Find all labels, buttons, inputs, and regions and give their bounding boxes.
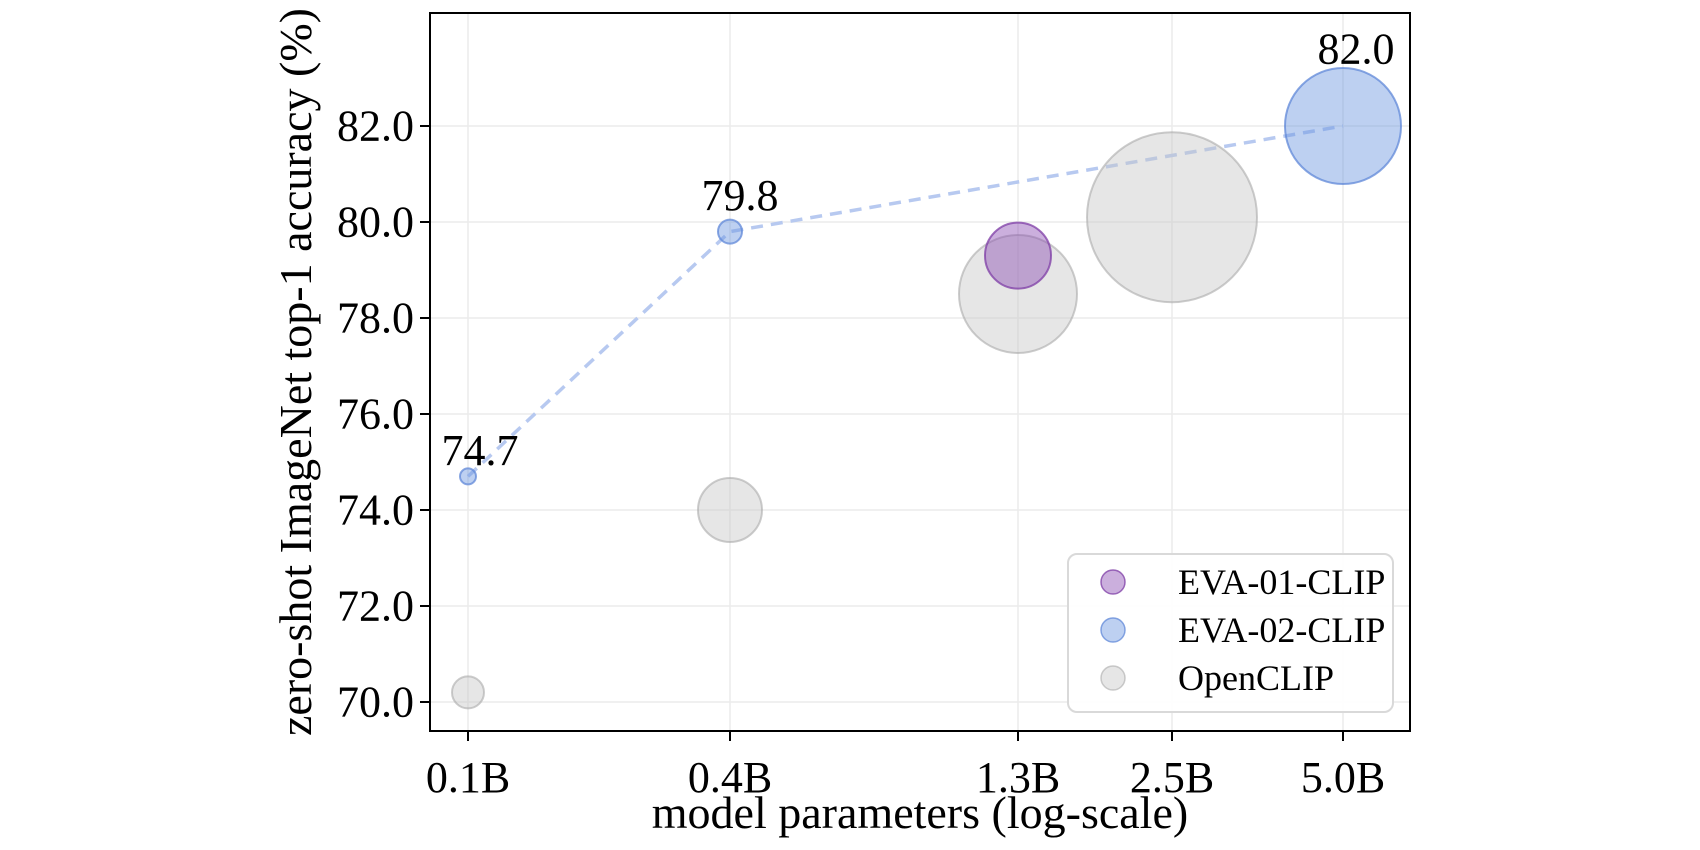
y-tick-label: 74.0 — [337, 486, 414, 535]
eva-01-clip-legend-marker — [1100, 569, 1126, 595]
x-axis-title: model parameters (log-scale) — [651, 787, 1189, 838]
y-tick-label: 72.0 — [337, 582, 414, 631]
openclip-bubble — [1086, 131, 1258, 304]
legend-entry: EVA-01-CLIP — [1100, 562, 1385, 602]
eva-02-clip-bubble — [1284, 67, 1402, 185]
x-tick-label: 5.0B — [1301, 753, 1385, 802]
y-tick-label: 80.0 — [337, 198, 414, 247]
openclip-bubble — [451, 675, 485, 710]
eva-02-clip-bubble — [717, 218, 743, 245]
y-axis-title: zero-shot ImageNet top-1 accuracy (%) — [270, 8, 321, 736]
y-tick-label: 82.0 — [337, 102, 414, 151]
openclip-legend-marker — [1100, 665, 1126, 691]
x-tick-label: 1.3B — [976, 753, 1060, 802]
x-tick-label: 0.4B — [688, 753, 772, 802]
y-tick-label: 78.0 — [337, 294, 414, 343]
point-value-label: 82.0 — [1318, 25, 1395, 74]
point-value-label: 79.8 — [702, 171, 779, 220]
x-tick-label: 0.1B — [426, 753, 510, 802]
point-value-label: 74.7 — [442, 426, 519, 475]
eva-02-clip-legend-marker — [1100, 617, 1126, 643]
data-labels-group: 74.7 79.8 82.0 — [442, 25, 1395, 475]
openclip-bubble — [697, 477, 763, 543]
y-tick-label: 70.0 — [337, 678, 414, 727]
eva-01-clip-bubble — [984, 221, 1052, 290]
axes-group: 0.1B 0.4B 1.3B 2.5B 5.0B 70.0 72.0 74.0 76.0 78.0… — [337, 12, 1411, 802]
openclip-bubble — [958, 234, 1078, 354]
bubbles-group — [451, 67, 1402, 710]
eva-02-clip-bubble — [459, 467, 477, 486]
legend-entry: EVA-02-CLIP — [1100, 610, 1385, 650]
x-tick-label: 2.5B — [1130, 753, 1214, 802]
legend-label: EVA-02-CLIP — [1178, 610, 1385, 650]
plot-border — [429, 12, 1411, 732]
legend-box — [1067, 553, 1394, 713]
legend-label: OpenCLIP — [1178, 658, 1334, 698]
legend-group: EVA-01-CLIP EVA-02-CLIP OpenCLIP — [1067, 553, 1394, 713]
y-tick-label: 76.0 — [337, 390, 414, 439]
legend-label: EVA-01-CLIP — [1178, 562, 1385, 602]
legend-entry: OpenCLIP — [1100, 658, 1334, 698]
